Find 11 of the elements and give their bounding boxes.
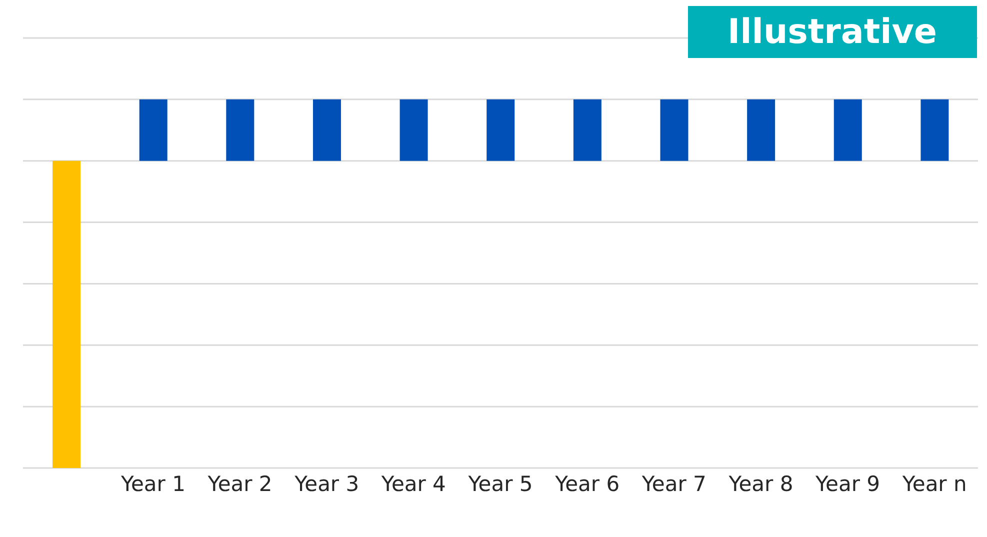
x-tick-label: Year 7: [640, 472, 706, 496]
x-tick-label: Year 4: [380, 472, 446, 496]
x-tick-label: Year 2: [206, 472, 272, 496]
x-tick-label: Year 8: [728, 472, 794, 496]
x-tick-label: Year 6: [554, 472, 620, 496]
x-tick-label: Year 9: [814, 472, 880, 496]
x-tick-label: Year 1: [120, 472, 186, 496]
x-tick-label: Year 5: [467, 472, 533, 496]
text: Illustrative: [688, 6, 977, 58]
x-tick-label: Year n: [901, 472, 967, 496]
x-tick-label: Year 3: [294, 472, 360, 496]
